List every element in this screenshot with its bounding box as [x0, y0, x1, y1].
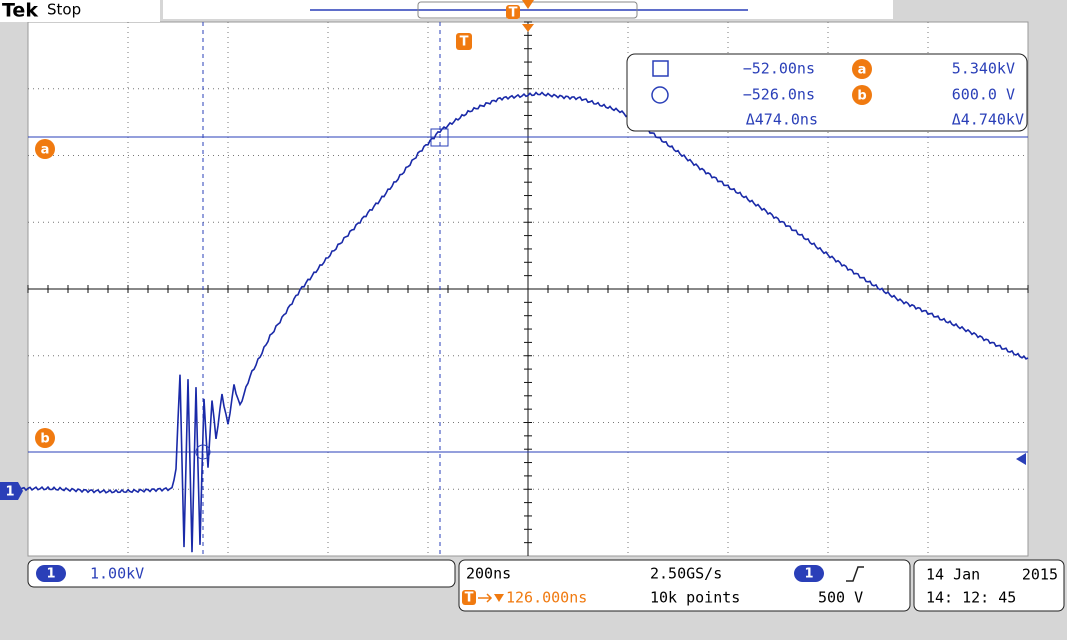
date: 14 Jan [926, 566, 980, 584]
arrow-icon [478, 593, 493, 603]
cursor-a-badge [852, 59, 872, 79]
record-length: 10k points [650, 589, 740, 607]
cursor-value: 600.0 V [952, 86, 1015, 104]
trigger-badge [456, 33, 472, 50]
trigger-badge [506, 5, 520, 19]
trigger-level-marker [1016, 453, 1026, 465]
cursor-b-badge [35, 428, 55, 448]
cursor-a-label: a [858, 63, 867, 78]
date-panel [913, 559, 1065, 612]
timebase: 200ns [466, 565, 511, 583]
channel-badge [0, 482, 23, 500]
trigger-channel-badge [794, 565, 824, 582]
trigger-pointer [522, 24, 534, 32]
cursor-b-label: b [40, 432, 49, 447]
brand: Tek [2, 0, 38, 22]
cursor-b-label: b [857, 89, 866, 104]
cursor-square-icon [652, 60, 669, 77]
trigger-badge [462, 590, 476, 605]
cursor-square [430, 128, 449, 147]
trigger-marker: T [509, 6, 518, 21]
cursor-a-badge [35, 139, 55, 159]
trigger-marker: T [465, 591, 474, 606]
cursor-readout [626, 53, 1028, 132]
channel-number: 1 [46, 567, 55, 582]
cursor-value: 5.340kV [952, 60, 1015, 78]
year: 2015 [1022, 566, 1058, 584]
cursor-circle [195, 444, 211, 460]
channel-panel [27, 559, 456, 588]
cursor-time: −526.0ns [743, 86, 815, 104]
cursor-a-label: a [41, 143, 50, 158]
channel-badge [36, 565, 66, 582]
channel-marker: 1 [5, 485, 14, 500]
edge-symbol [846, 566, 864, 582]
trigger-level: 500 V [818, 589, 863, 607]
trigger-position: 126.000ns [506, 589, 587, 607]
channel-scale: 1.00kV [90, 565, 144, 583]
trigger-channel: 1 [804, 567, 813, 582]
pointer-icon [494, 594, 504, 602]
time: 14: 12: 45 [926, 589, 1016, 607]
sample-rate: 2.50GS/s [650, 565, 722, 583]
cursor-time: −52.00ns [743, 60, 815, 78]
trigger-pointer [522, 0, 534, 9]
run-status: Stop [47, 1, 81, 19]
header-bg [0, 0, 160, 22]
cursor-b-badge [852, 85, 872, 105]
cursor-delta-time: Δ474.0ns [746, 111, 818, 129]
cursor-delta-value: Δ4.740kV [952, 111, 1024, 129]
trigger-marker: T [460, 35, 469, 50]
waveform [0, 91, 1029, 553]
cursor-circle-icon [651, 86, 669, 104]
grid [27, 21, 1029, 556]
